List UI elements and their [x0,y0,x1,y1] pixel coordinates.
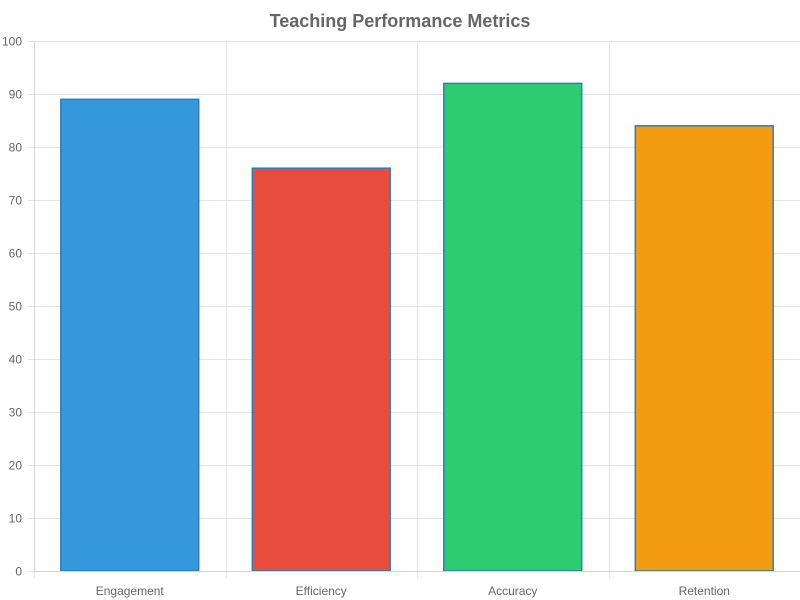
y-tick-label: 100 [2,35,22,49]
bar-efficiency [251,167,391,572]
y-tick-label: 90 [9,88,23,102]
y-tick-label: 20 [9,459,23,473]
y-tick-label: 70 [9,194,23,208]
bar-engagement [60,98,200,572]
bar-accuracy [443,82,583,572]
x-axis-tick-labels: Engagement Efficiency Accuracy Retention [96,584,730,598]
bar-retention [634,125,774,572]
y-tick-label: 60 [9,247,23,261]
y-tick-label: 30 [9,406,23,420]
axes [28,41,800,578]
bars [60,82,774,572]
x-tick-label: Engagement [96,584,165,598]
x-tick-label: Efficiency [296,584,347,598]
x-tick-label: Retention [679,584,730,598]
y-tick-label: 40 [9,353,23,367]
chart-title: Teaching Performance Metrics [270,11,531,31]
y-tick-label: 10 [9,512,23,526]
y-tick-label: 50 [9,300,23,314]
y-tick-label: 80 [9,141,23,155]
x-tick-label: Accuracy [488,584,537,598]
y-tick-label: 0 [15,565,22,579]
y-axis-tick-labels: 0 10 20 30 40 50 60 70 80 90 100 [2,35,22,579]
